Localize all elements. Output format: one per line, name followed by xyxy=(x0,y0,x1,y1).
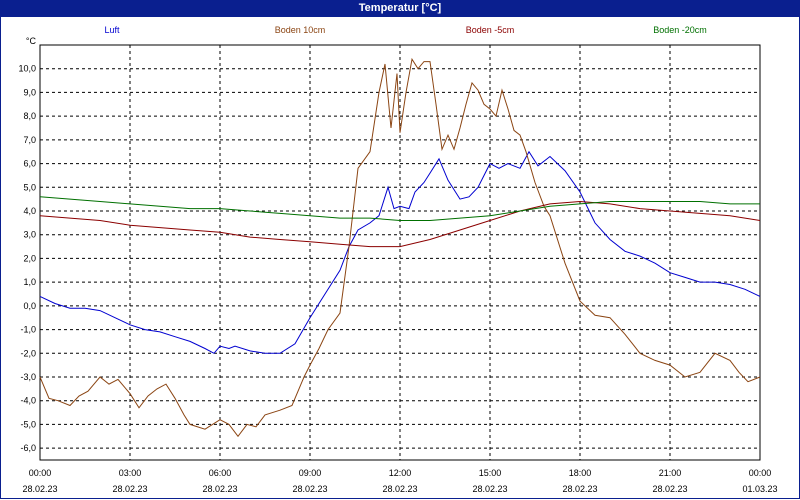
y-tick-label: 10,0 xyxy=(18,64,36,74)
y-tick-label: 6,0 xyxy=(23,159,36,169)
x-tick-time: 06:00 xyxy=(209,468,232,478)
x-tick-time: 03:00 xyxy=(119,468,142,478)
y-tick-label: -5,0 xyxy=(20,419,36,429)
x-tick-date: 28.02.23 xyxy=(112,484,147,494)
y-tick-label: 7,0 xyxy=(23,135,36,145)
legend-boden-20cm: Boden -20cm xyxy=(653,25,707,35)
x-tick-date: 28.02.23 xyxy=(292,484,327,494)
x-tick-time: 00:00 xyxy=(749,468,772,478)
x-tick-date: 28.02.23 xyxy=(202,484,237,494)
x-tick-time: 09:00 xyxy=(299,468,322,478)
y-tick-label: 4,0 xyxy=(23,206,36,216)
y-tick-label: 3,0 xyxy=(23,230,36,240)
series-line-luft xyxy=(39,150,761,354)
series-line-boden-20cm xyxy=(39,196,760,221)
y-tick-label: -3,0 xyxy=(20,372,36,382)
x-tick-date: 28.02.23 xyxy=(652,484,687,494)
x-tick-date: 01.03.23 xyxy=(742,484,777,494)
legend-boden-5cm: Boden -5cm xyxy=(466,25,515,35)
y-axis-unit: °C xyxy=(26,36,37,46)
x-tick-date: 28.02.23 xyxy=(562,484,597,494)
x-tick-time: 15:00 xyxy=(479,468,502,478)
series-line-boden-5cm xyxy=(39,200,761,248)
y-tick-label: -4,0 xyxy=(20,396,36,406)
x-tick-date: 28.02.23 xyxy=(22,484,57,494)
series-line-boden-10cm xyxy=(39,57,761,438)
y-tick-label: 1,0 xyxy=(23,277,36,287)
y-tick-label: -6,0 xyxy=(20,443,36,453)
x-tick-time: 21:00 xyxy=(659,468,682,478)
y-tick-label: 5,0 xyxy=(23,182,36,192)
x-tick-time: 00:00 xyxy=(29,468,52,478)
y-tick-label: 0,0 xyxy=(23,301,36,311)
y-tick-label: 9,0 xyxy=(23,87,36,97)
y-tick-label: -1,0 xyxy=(20,325,36,335)
y-tick-label: -2,0 xyxy=(20,348,36,358)
y-tick-label: 2,0 xyxy=(23,253,36,263)
x-tick-date: 28.02.23 xyxy=(382,484,417,494)
legend-luft: Luft xyxy=(104,25,120,35)
x-tick-date: 28.02.23 xyxy=(472,484,507,494)
y-tick-label: 8,0 xyxy=(23,111,36,121)
legend-boden-10cm: Boden 10cm xyxy=(275,25,326,35)
x-tick-time: 18:00 xyxy=(569,468,592,478)
x-tick-time: 12:00 xyxy=(389,468,412,478)
chart-title: Temperatur [°C] xyxy=(0,0,800,17)
